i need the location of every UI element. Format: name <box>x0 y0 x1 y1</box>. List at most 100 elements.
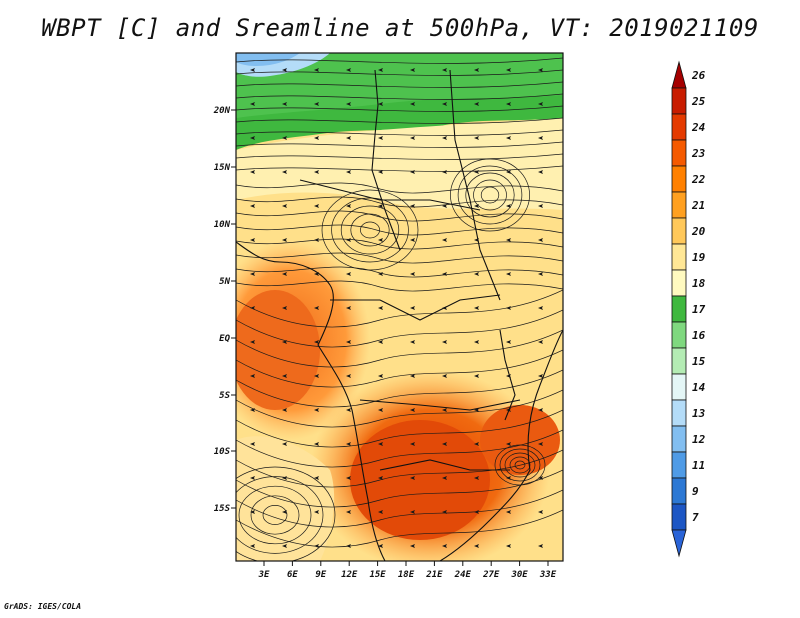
stream-arrow <box>474 340 479 344</box>
colorbar-swatch <box>671 243 687 271</box>
colorbar-swatch <box>671 503 687 531</box>
streamline <box>236 81 563 88</box>
colorbar-top-arrow <box>671 60 687 89</box>
stream-arrow <box>474 102 479 106</box>
vortex-streamline <box>465 172 515 218</box>
stream-arrow <box>410 374 415 378</box>
stream-arrow <box>538 170 543 174</box>
colorbar-label: 11 <box>692 459 705 472</box>
colorbar-label: 25 <box>691 95 706 108</box>
stream-arrow <box>410 136 415 140</box>
lon-label: 18E <box>398 570 415 580</box>
stream-arrow <box>282 170 287 174</box>
stream-arrow <box>506 238 511 242</box>
colorbar-label: 13 <box>692 407 706 420</box>
stream-arrow <box>378 170 383 174</box>
lon-label: 12E <box>341 570 358 580</box>
streamline <box>236 309 563 348</box>
colorbar-swatch <box>671 425 687 453</box>
stream-arrow <box>346 68 351 72</box>
stream-arrow <box>282 272 287 276</box>
stream-arrow <box>346 544 351 548</box>
lon-label: 30E <box>510 570 528 580</box>
stream-arrow <box>250 340 255 344</box>
colorbar-label: 21 <box>691 199 705 212</box>
stream-arrow <box>506 476 511 480</box>
stream-arrow <box>250 272 255 276</box>
stream-arrow <box>314 442 319 446</box>
colorbar-label: 14 <box>692 381 706 394</box>
stream-arrow <box>314 306 319 310</box>
stream-arrow <box>474 544 479 548</box>
stream-arrow <box>442 510 447 514</box>
streamline <box>236 449 563 488</box>
stream-arrow <box>442 170 447 174</box>
stream-arrow <box>506 442 511 446</box>
stream-arrow <box>410 272 415 276</box>
stream-arrow <box>506 68 511 72</box>
stream-arrow <box>538 136 543 140</box>
stream-arrow <box>410 170 415 174</box>
stream-arrow <box>378 238 383 242</box>
vortex-streamline <box>340 205 400 255</box>
stream-arrow <box>410 306 415 310</box>
streamline <box>236 266 563 278</box>
footer-credit: GrADS: IGES/COLA <box>4 602 82 611</box>
vortex-streamline <box>350 213 390 247</box>
lon-label: 21E <box>425 570 443 580</box>
stream-arrow <box>538 442 543 446</box>
stream-arrow <box>346 204 351 208</box>
stream-arrow <box>250 170 255 174</box>
stream-arrow <box>346 340 351 344</box>
colorbar-swatch <box>671 269 687 297</box>
stream-arrow <box>538 204 543 208</box>
vortex-streamline <box>238 485 312 545</box>
stream-arrow <box>250 68 255 72</box>
streamline <box>236 469 563 508</box>
stream-arrow <box>282 306 287 310</box>
lon-axis: 3E 6E 9E 12E 15E 18E 21E 24E 27E 30E 33E <box>258 561 557 580</box>
colorbar-swatch <box>671 451 687 479</box>
streamline <box>236 182 563 194</box>
stream-arrow <box>538 102 543 106</box>
stream-arrow <box>282 544 287 548</box>
colorbar-swatch <box>671 373 687 401</box>
stream-arrow <box>410 510 415 514</box>
stream-arrow <box>410 102 415 106</box>
colorbar-swatch <box>671 217 687 245</box>
lat-axis: 20N 15N 10N 5N EQ 5S 10S 15S <box>213 106 236 514</box>
colorbar-label: 18 <box>692 277 706 290</box>
colorbar-swatch <box>671 347 687 375</box>
stream-arrow <box>314 68 319 72</box>
stream-arrow <box>538 408 543 412</box>
stream-arrow <box>346 306 351 310</box>
stream-arrow <box>410 68 415 72</box>
lon-label: 15E <box>369 570 386 580</box>
stream-arrow <box>442 136 447 140</box>
vortex-streamline <box>360 221 380 239</box>
colorbar-label: 24 <box>691 121 706 134</box>
stream-arrow <box>282 68 287 72</box>
streamline <box>236 369 563 408</box>
coastlines <box>236 69 563 561</box>
streamline <box>236 69 563 76</box>
stream-arrow <box>442 204 447 208</box>
stream-arrow <box>506 204 511 208</box>
stream-arrow <box>378 374 383 378</box>
lat-label: 5N <box>219 277 230 287</box>
colorbar-label: 20 <box>691 225 706 238</box>
streamline <box>236 210 563 222</box>
stream-arrow <box>282 476 287 480</box>
lat-label: 15N <box>214 163 231 173</box>
stream-arrow <box>282 238 287 242</box>
stream-arrow <box>474 442 479 446</box>
stream-arrow <box>378 476 383 480</box>
streamline <box>236 141 563 148</box>
stream-arrow <box>378 442 383 446</box>
stream-arrow <box>314 340 319 344</box>
stream-arrow <box>378 340 383 344</box>
colorbar-swatch <box>671 399 687 427</box>
lon-label: 9E <box>315 570 326 580</box>
stream-arrow <box>538 68 543 72</box>
